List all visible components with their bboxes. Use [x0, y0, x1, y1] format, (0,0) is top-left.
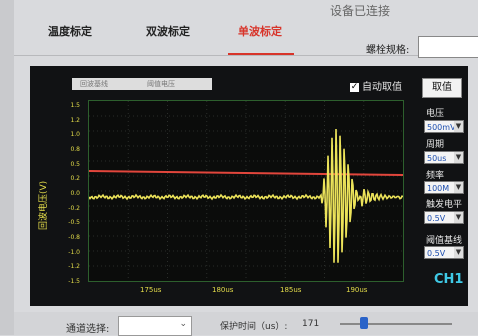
voltage-select[interactable]: 500mV ▼: [424, 120, 464, 133]
x-tick-label: 180us: [212, 286, 234, 294]
x-tick-label: 185us: [280, 286, 302, 294]
tab-temperature-calibration[interactable]: 温度标定: [48, 25, 92, 38]
threshold-baseline-label: 阈值基线: [426, 236, 463, 246]
y-tick-label: 1.2: [70, 116, 80, 124]
frequency-value: 100M: [427, 184, 450, 193]
period-label: 周期: [426, 140, 445, 150]
take-value-button[interactable]: 取值: [422, 78, 462, 98]
y-tick-label: 1.5: [70, 102, 80, 109]
guard-time-slider-thumb[interactable]: [360, 317, 368, 329]
tab-single-wave-calibration[interactable]: 单波标定: [238, 25, 282, 38]
y-tick-label: 0.8: [70, 146, 80, 153]
period-select[interactable]: 50us ▼: [424, 151, 464, 164]
window-frame: [0, 0, 14, 335]
guard-time-slider-track[interactable]: [340, 323, 452, 325]
connection-status: 设备已连接: [330, 4, 391, 18]
trigger-level-select[interactable]: 0.5V ▼: [424, 211, 464, 224]
frequency-label: 频率: [426, 171, 445, 181]
echo-waveform: [89, 128, 403, 263]
legend: 回波基线 阈值电压: [72, 78, 212, 90]
y-tick-label: -1.2: [68, 263, 80, 271]
voltage-value: 500mV: [427, 123, 456, 132]
chevron-down-icon: ▼: [454, 212, 463, 223]
auto-take-checkbox[interactable]: ✓ 自动取值: [350, 78, 402, 93]
chevron-down-icon: ▼: [454, 121, 463, 132]
y-tick-label: -0.2: [68, 204, 80, 212]
y-axis-title: 回波电压(V): [39, 180, 49, 230]
channel-select-label: 通道选择:: [66, 324, 110, 335]
y-tick-label: -0.8: [68, 234, 80, 241]
header-divider: [14, 55, 478, 56]
x-tick-label: 190us: [346, 286, 368, 294]
y-tick-label: 1.0: [70, 131, 80, 139]
guard-time-value: 171: [302, 319, 320, 329]
chevron-down-icon: ▼: [454, 247, 463, 258]
channel-badge: CH1: [434, 272, 464, 287]
bolt-spec-field[interactable]: [418, 36, 478, 58]
threshold-baseline-value: 0.5V: [427, 249, 446, 258]
trigger-level-label: 触发电平: [426, 200, 463, 210]
chevron-down-icon: ⌄: [179, 319, 187, 329]
y-tick-label: -0.5: [68, 219, 80, 227]
trigger-level-value: 0.5V: [427, 214, 446, 223]
bolt-spec-label: 螺栓规格:: [366, 45, 410, 56]
auto-take-label: 自动取值: [362, 82, 402, 93]
x-tick-label: 175us: [140, 286, 162, 294]
y-tick-label: -1.0: [68, 248, 80, 256]
chevron-down-icon: ▼: [454, 182, 463, 193]
waveform-plot: [88, 100, 404, 282]
period-value: 50us: [427, 154, 447, 163]
y-tick-label: 0.0: [70, 190, 80, 197]
active-tab-indicator: [228, 53, 294, 55]
threshold-baseline-select[interactable]: 0.5V ▼: [424, 246, 464, 259]
channel-select[interactable]: ⌄: [118, 316, 192, 336]
check-icon: ✓: [350, 81, 359, 92]
guard-time-label: 保护时间（us）:: [220, 322, 288, 332]
y-tick-label: -1.5: [68, 278, 80, 285]
y-tick-label: 0.5: [70, 160, 80, 168]
threshold-line: [89, 170, 403, 176]
chevron-down-icon: ▼: [454, 152, 463, 163]
plot-grid: [89, 101, 403, 281]
tab-dual-wave-calibration[interactable]: 双波标定: [146, 25, 190, 38]
legend-echo-baseline: 回波基线: [80, 80, 108, 88]
frequency-select[interactable]: 100M ▼: [424, 181, 464, 194]
voltage-label: 电压: [426, 109, 445, 119]
y-tick-label: 0.2: [70, 175, 80, 183]
legend-threshold-voltage: 阈值电压: [147, 80, 175, 88]
